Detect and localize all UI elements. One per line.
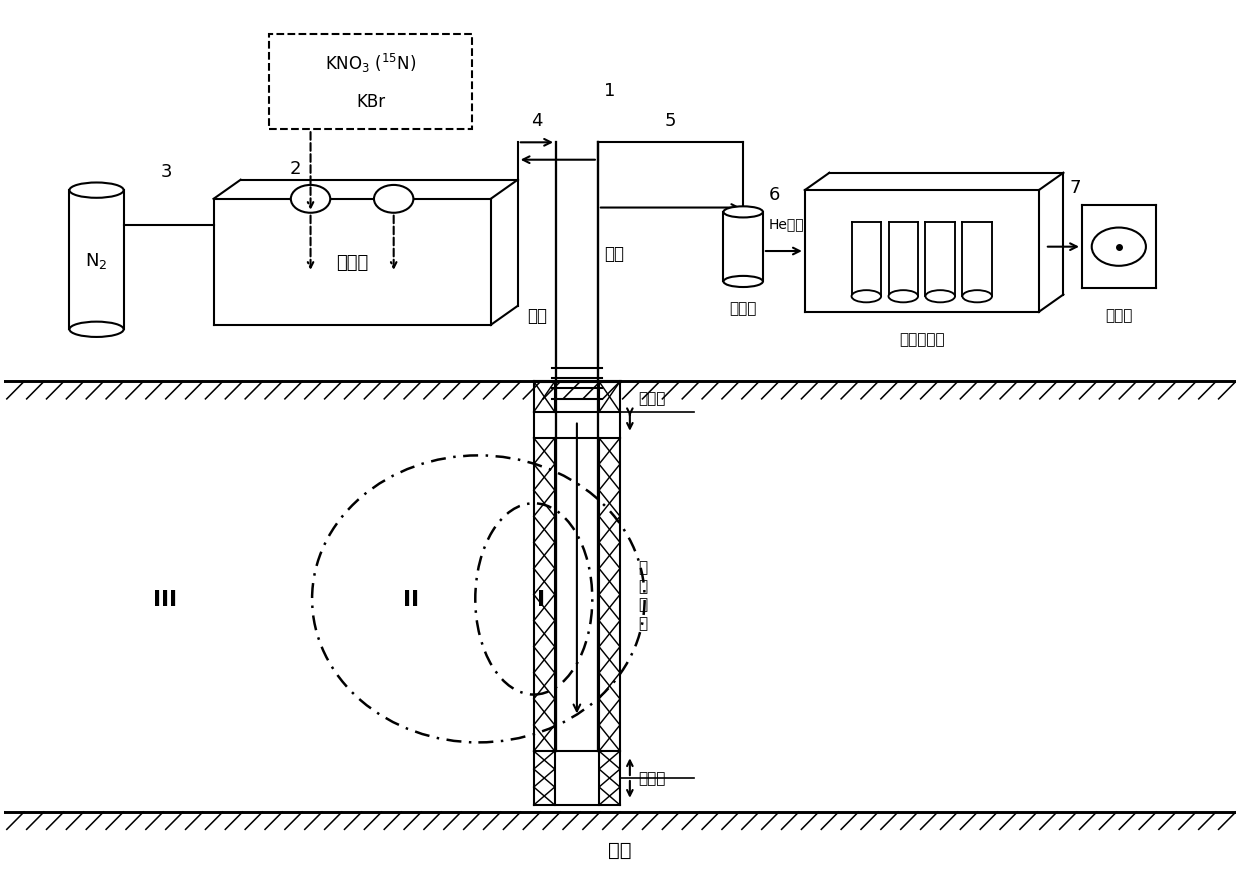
- Text: 5: 5: [665, 112, 676, 130]
- Text: 集气袋: 集气袋: [1105, 308, 1132, 324]
- Text: 基岩: 基岩: [609, 840, 631, 859]
- Text: 采样瓶: 采样瓶: [729, 301, 756, 317]
- Circle shape: [374, 186, 413, 213]
- Ellipse shape: [962, 291, 992, 303]
- Text: 3: 3: [161, 162, 172, 181]
- Text: 地面: 地面: [528, 307, 548, 325]
- Text: N$_2$: N$_2$: [86, 251, 108, 270]
- Text: 井口: 井口: [604, 245, 624, 263]
- Ellipse shape: [69, 183, 124, 198]
- Circle shape: [291, 186, 330, 213]
- Text: 6: 6: [769, 186, 780, 204]
- Text: KBr: KBr: [356, 92, 386, 111]
- Text: 过
滤
花
管: 过 滤 花 管: [639, 560, 647, 631]
- Ellipse shape: [852, 291, 882, 303]
- Text: 1: 1: [604, 82, 615, 100]
- Text: $\mathbf{I}$: $\mathbf{I}$: [536, 589, 544, 610]
- Text: 沉砂管: 沉砂管: [639, 771, 666, 786]
- Text: 储水箱: 储水箱: [336, 253, 368, 272]
- Text: 7: 7: [1070, 179, 1081, 197]
- Text: KNO$_3$ ($^{15}$N): KNO$_3$ ($^{15}$N): [325, 52, 417, 75]
- Text: 2: 2: [290, 160, 301, 178]
- Text: 平衡振荡器: 平衡振荡器: [899, 332, 945, 346]
- Text: He置换: He置换: [769, 217, 805, 231]
- Circle shape: [1091, 228, 1146, 267]
- Text: 止水管: 止水管: [639, 390, 666, 405]
- Ellipse shape: [723, 276, 763, 288]
- Text: $\mathbf{III}$: $\mathbf{III}$: [153, 589, 176, 610]
- Ellipse shape: [69, 322, 124, 338]
- Ellipse shape: [925, 291, 955, 303]
- Text: $\mathbf{II}$: $\mathbf{II}$: [403, 589, 419, 610]
- Text: 4: 4: [531, 112, 543, 130]
- Ellipse shape: [889, 291, 918, 303]
- Ellipse shape: [723, 207, 763, 218]
